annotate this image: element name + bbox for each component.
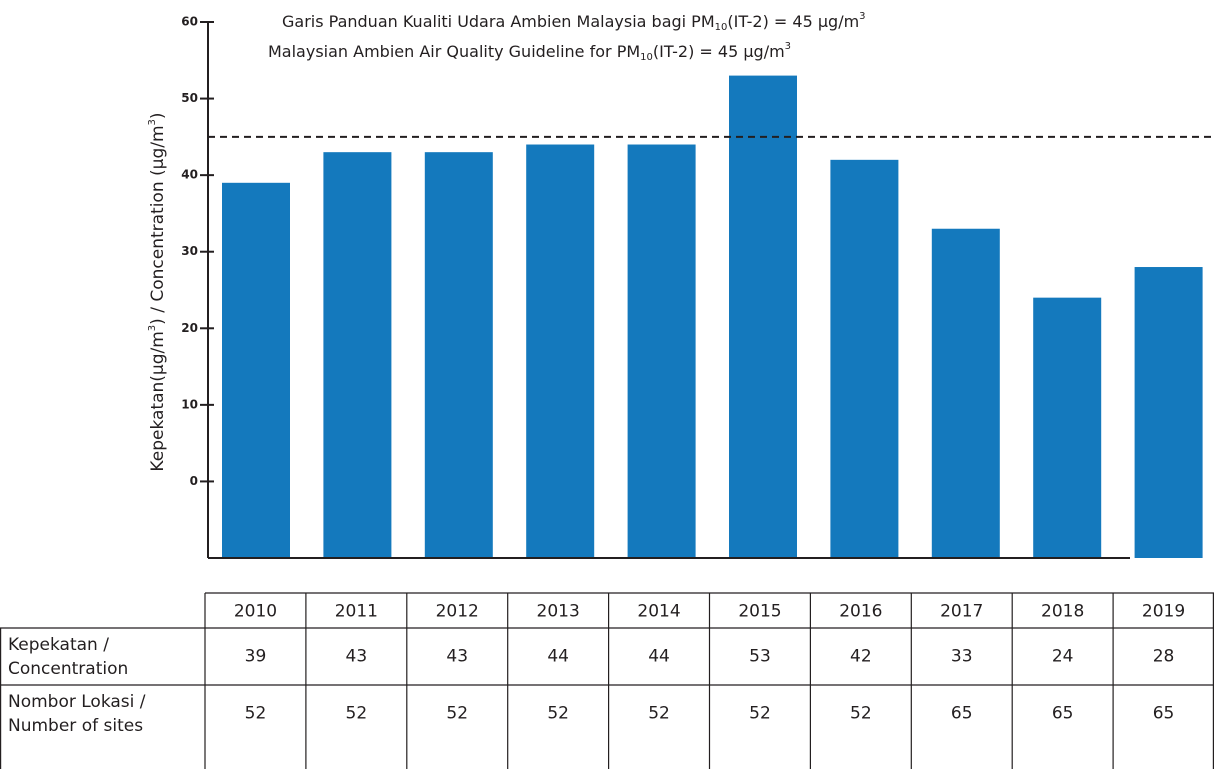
bar xyxy=(323,152,392,558)
annotation-sup: 3 xyxy=(859,11,865,22)
y-label-text: Kepekatan(μg/m xyxy=(148,331,168,471)
table-header: 2012 xyxy=(436,602,479,622)
table-header: 2018 xyxy=(1041,602,1084,622)
annotation-sub: 10 xyxy=(640,52,653,63)
annotation-text: Garis Panduan Kualiti Udara Ambien Malay… xyxy=(282,12,715,31)
bar xyxy=(1134,267,1203,558)
table-cell: 44 xyxy=(648,647,670,667)
table-cell: 52 xyxy=(547,704,569,724)
row-label: Nombor Lokasi / xyxy=(8,692,146,712)
table-cell: 52 xyxy=(850,704,872,724)
bar xyxy=(526,144,595,558)
table-cell: 39 xyxy=(245,647,267,667)
bar xyxy=(729,75,797,558)
annotation-text: Malaysian Ambien Air Quality Guideline f… xyxy=(268,42,640,61)
y-tick-label: 20 xyxy=(181,321,198,335)
annotation-sub: 10 xyxy=(715,22,728,33)
table-cell: 52 xyxy=(346,704,368,724)
table-cell: 44 xyxy=(547,647,569,667)
table-cell: 43 xyxy=(346,647,368,667)
table-cell: 52 xyxy=(749,704,771,724)
y-axis-label: Kepekatan(μg/m3) / Concentration (μg/m3) xyxy=(147,112,168,471)
y-label-sup: 3 xyxy=(147,119,158,125)
y-label-text: ) / Concentration (μg/m xyxy=(148,125,168,324)
table-header: 2015 xyxy=(738,602,781,622)
table-cell: 28 xyxy=(1153,647,1175,667)
annotation-text: (IT-2) = 45 μg/m xyxy=(653,42,785,61)
table-header: 2016 xyxy=(839,602,882,622)
table-cell: 24 xyxy=(1052,647,1074,667)
table-cell: 65 xyxy=(1153,704,1175,724)
table-header: 2013 xyxy=(537,602,580,622)
bar xyxy=(931,228,1000,558)
table-cell: 52 xyxy=(446,704,468,724)
y-tick-label: 40 xyxy=(181,168,198,182)
y-tick-label: 10 xyxy=(181,397,198,411)
table-header: 2014 xyxy=(637,602,680,622)
row-label: Number of sites xyxy=(8,716,143,736)
y-tick-label: 0 xyxy=(190,474,198,488)
table-header: 2011 xyxy=(335,602,378,622)
table-cell: 53 xyxy=(749,647,771,667)
y-label-text: ) xyxy=(148,112,168,119)
row-label: Concentration xyxy=(8,659,128,679)
bar xyxy=(424,152,493,558)
table-cell: 33 xyxy=(951,647,973,667)
bar xyxy=(627,144,696,558)
table-header: 2019 xyxy=(1142,602,1185,622)
row-label: Kepekatan / xyxy=(8,635,109,655)
annotation-sup: 3 xyxy=(785,41,791,52)
table-cell: 65 xyxy=(1052,704,1074,724)
annotation-line: Malaysian Ambien Air Quality Guideline f… xyxy=(268,41,791,63)
table-cell: 65 xyxy=(951,704,973,724)
y-tick-label: 50 xyxy=(181,91,198,105)
bar xyxy=(830,159,899,559)
bar xyxy=(1033,297,1102,558)
table-cell: 52 xyxy=(648,704,670,724)
y-label-sup: 3 xyxy=(147,325,158,331)
table-header: 2017 xyxy=(940,602,983,622)
bar xyxy=(222,182,290,559)
table-cell: 42 xyxy=(850,647,872,667)
annotation-line: Garis Panduan Kualiti Udara Ambien Malay… xyxy=(282,11,866,33)
annotation-text: (IT-2) = 45 μg/m xyxy=(727,12,859,31)
table-header: 2010 xyxy=(234,602,277,622)
table-cell: 43 xyxy=(446,647,468,667)
y-tick-label: 60 xyxy=(181,15,198,29)
table-cell: 52 xyxy=(245,704,267,724)
y-tick-label: 30 xyxy=(181,244,198,258)
